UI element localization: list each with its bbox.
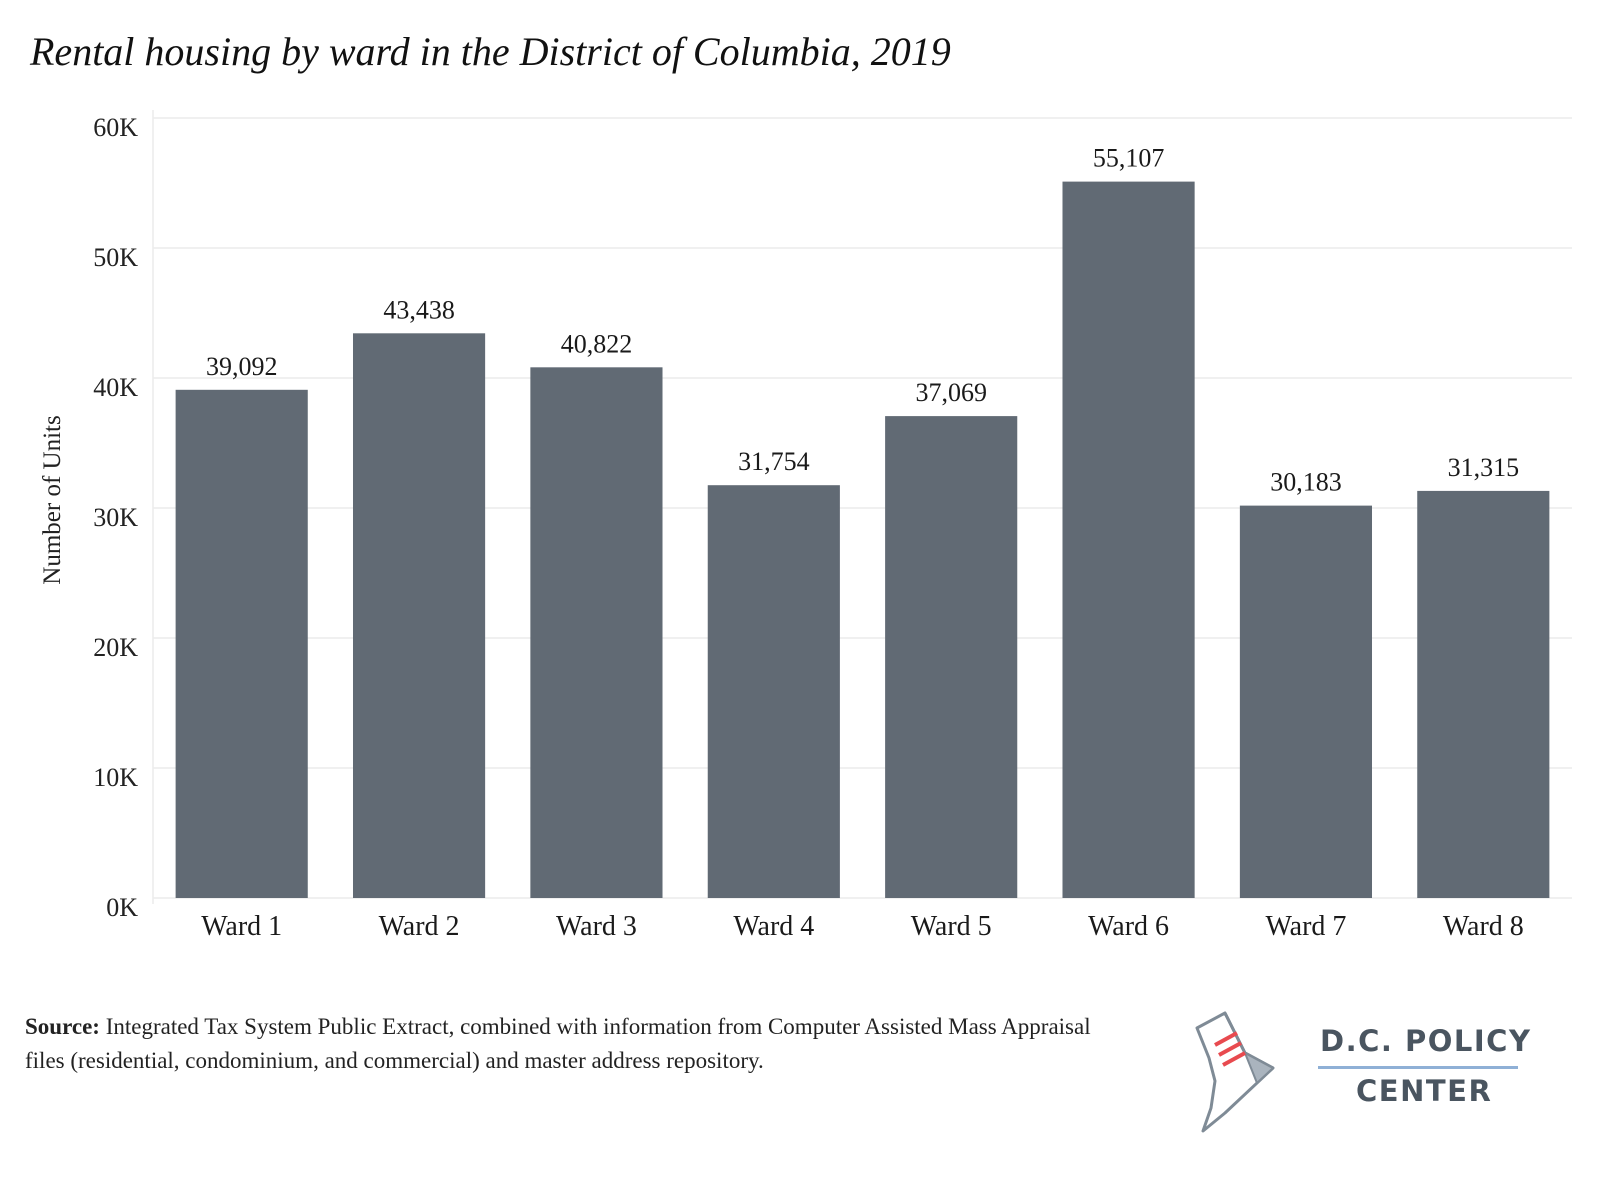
bar — [1417, 490, 1550, 898]
bar — [352, 333, 486, 898]
dc-policy-center-logo-icon — [1195, 1011, 1275, 1133]
x-tick-label: Ward 7 — [1265, 911, 1346, 942]
y-tick-label: 0K — [106, 893, 138, 922]
bar — [707, 485, 840, 898]
bar-value-label: 39,092 — [206, 352, 278, 381]
y-tick-label: 10K — [93, 763, 138, 792]
value-labels: 39,092 43,438 40,822 31,754 37,069 55,107 30,1… — [206, 144, 1519, 497]
y-axis-label: Number of Units — [39, 415, 66, 584]
bar — [175, 389, 308, 898]
source-label: Source: — [25, 1014, 100, 1039]
source-note: Source: Integrated Tax System Public Ext… — [25, 1010, 1135, 1078]
bar-value-label: 31,315 — [1448, 453, 1520, 482]
bar — [885, 416, 1018, 898]
x-tick-label: Ward 6 — [1088, 911, 1169, 942]
x-tick-label: Ward 5 — [911, 911, 992, 942]
bar-value-label: 40,822 — [561, 329, 633, 358]
bar-value-label: 30,183 — [1270, 468, 1342, 497]
bar-value-label: 55,107 — [1093, 144, 1165, 173]
y-tick-label: 30K — [93, 503, 138, 532]
x-axis-ticks: Ward 1 Ward 2 Ward 3 Ward 4 Ward 5 Ward 6 Ward… — [201, 911, 1524, 942]
y-tick-label: 20K — [93, 633, 138, 662]
bar — [1239, 505, 1373, 898]
y-tick-label: 60K — [93, 113, 138, 142]
logo-divider — [1318, 1066, 1518, 1069]
bar — [1062, 181, 1195, 898]
bar-value-label: 31,754 — [738, 447, 810, 476]
x-tick-label: Ward 3 — [556, 911, 637, 942]
y-tick-label: 40K — [93, 373, 138, 402]
y-tick-label: 50K — [93, 243, 138, 272]
logo-text-line1: D.C. POLICY — [1320, 1024, 1532, 1058]
bar-value-label: 37,069 — [915, 378, 987, 407]
bar-value-label: 43,438 — [383, 295, 455, 324]
x-tick-label: Ward 2 — [379, 911, 460, 942]
x-tick-label: Ward 1 — [201, 911, 282, 942]
logo-text-line2: CENTER — [1356, 1074, 1493, 1108]
bars — [175, 181, 1550, 899]
y-axis-ticks: 0K 10K 20K 30K 40K 50K 60K — [93, 113, 138, 922]
x-tick-label: Ward 4 — [733, 911, 814, 942]
x-tick-label: Ward 8 — [1443, 911, 1524, 942]
bar — [530, 367, 663, 899]
source-text: Integrated Tax System Public Extract, co… — [25, 1014, 1091, 1073]
chart-title: Rental housing by ward in the District o… — [30, 29, 951, 74]
